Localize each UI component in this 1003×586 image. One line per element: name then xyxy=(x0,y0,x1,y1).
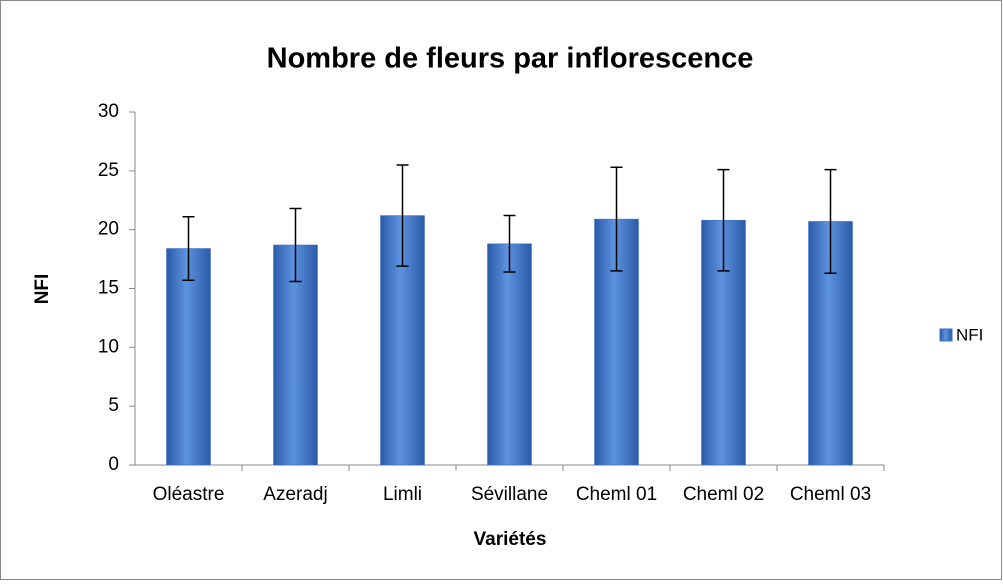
legend-swatch xyxy=(939,328,953,342)
x-tick-label: Cheml 01 xyxy=(576,484,657,505)
x-axis-label: Variétés xyxy=(474,529,547,550)
legend-label: NFI xyxy=(956,325,983,344)
error-bar xyxy=(824,168,837,274)
error-bar xyxy=(503,214,516,273)
y-tick-label: 15 xyxy=(98,278,119,299)
x-tick-label: Azeradj xyxy=(263,484,327,505)
x-tick-label: Cheml 03 xyxy=(790,484,871,505)
error-bar xyxy=(289,207,302,283)
error-bar xyxy=(610,166,623,272)
x-tick-label: Oléastre xyxy=(153,484,225,505)
error-bar xyxy=(182,215,195,282)
y-tick-label: 0 xyxy=(108,454,119,475)
x-tick-label: Sévillane xyxy=(471,484,548,505)
bar xyxy=(166,248,211,466)
y-tick-label: 30 xyxy=(98,101,119,122)
error-bar xyxy=(717,168,730,272)
chart-title: Nombre de fleurs par inflorescence xyxy=(267,43,754,75)
y-tick-label: 25 xyxy=(98,160,119,181)
x-tick-label: Cheml 02 xyxy=(683,484,764,505)
error-bar xyxy=(396,164,409,267)
y-axis-label: NFI xyxy=(32,274,53,305)
y-tick-label: 20 xyxy=(98,219,119,240)
y-tick-label: 5 xyxy=(108,395,119,416)
x-tick-label: Limli xyxy=(383,484,422,505)
y-tick-label: 10 xyxy=(98,336,119,357)
bar xyxy=(487,243,532,466)
